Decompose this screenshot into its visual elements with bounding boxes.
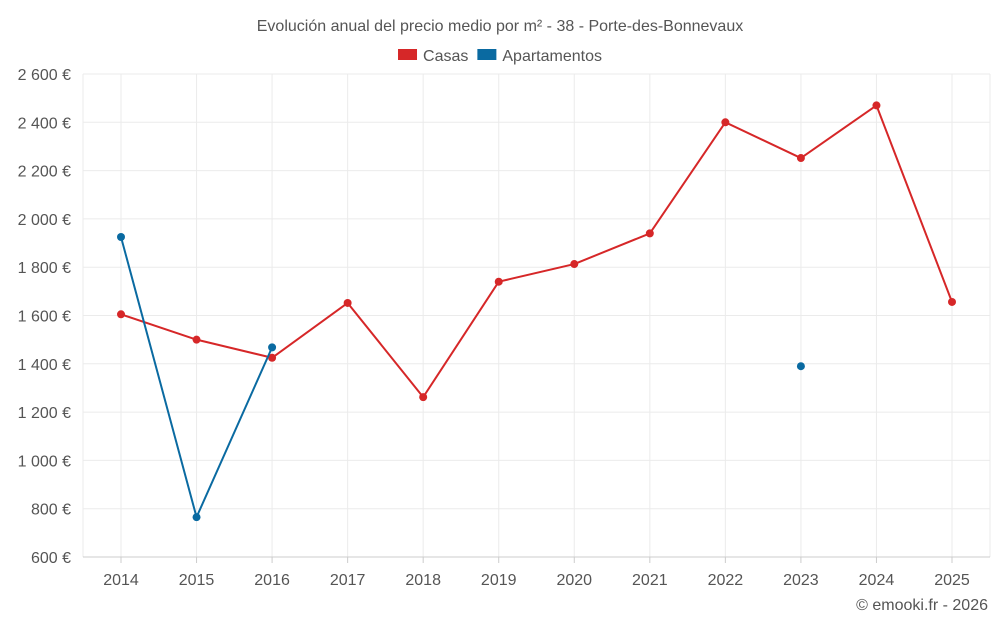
x-tick-label: 2024 <box>859 572 895 589</box>
y-tick-label: 1 200 € <box>18 405 71 422</box>
x-tick-label: 2018 <box>405 572 441 589</box>
x-tick-label: 2022 <box>708 572 744 589</box>
y-tick-label: 1 600 € <box>18 309 71 326</box>
casas-point-2016 <box>268 353 277 362</box>
x-tick-label: 2017 <box>330 572 366 589</box>
casas-point-2019 <box>494 277 503 286</box>
y-tick-label: 2 200 € <box>18 164 71 181</box>
legend-label: Apartamentos <box>502 48 602 65</box>
casas-point-2024 <box>872 101 881 110</box>
x-tick-label: 2021 <box>632 572 668 589</box>
y-tick-label: 2 400 € <box>18 115 71 132</box>
y-tick-label: 2 000 € <box>18 212 71 229</box>
series-apartamentos <box>117 233 805 522</box>
series-layer <box>117 101 956 522</box>
x-tick-label: 2016 <box>254 572 290 589</box>
apartamentos-point-2016 <box>268 343 277 352</box>
casas-point-2021 <box>645 229 654 238</box>
y-tick-label: 1 400 € <box>18 357 71 374</box>
legend-swatch <box>398 49 418 60</box>
casas-point-2015 <box>192 335 201 344</box>
x-tick-label: 2015 <box>179 572 215 589</box>
casas-point-2025 <box>948 297 956 306</box>
apartamentos-point-2014 <box>117 233 125 242</box>
y-tick-label: 1 000 € <box>18 453 71 470</box>
chart-title: Evolución anual del precio medio por m² … <box>257 18 743 35</box>
x-axis-tick-labels: 2014 2015 2016 2017 2018 2019 2020 2021 2022 2023… <box>103 572 970 589</box>
legend-swatch <box>477 49 497 60</box>
y-axis-tick-labels: 600 € 800 € 1 000 € 1 200 € 1 400 € 1 600 € 1 … <box>18 67 71 567</box>
y-tick-label: 2 600 € <box>18 67 71 84</box>
x-tick-label: 2019 <box>481 572 517 589</box>
legend-item-apartamentos[interactable]: Apartamentos <box>477 48 602 65</box>
y-tick-label: 600 € <box>31 550 71 567</box>
x-tick-label: 2025 <box>934 572 970 589</box>
chart-legend[interactable]: Casas Apartamentos <box>398 48 602 65</box>
casas-line <box>120 104 953 399</box>
casas-point-2017 <box>343 298 352 307</box>
casas-point-2018 <box>419 393 428 402</box>
x-tick-label: 2014 <box>103 572 139 589</box>
series-casas <box>117 101 956 402</box>
legend-item-casas[interactable]: Casas <box>398 48 468 65</box>
x-tick-label: 2023 <box>783 572 819 589</box>
y-tick-label: 1 800 € <box>18 260 71 277</box>
x-tick-label: 2020 <box>556 572 592 589</box>
casas-point-2020 <box>570 260 579 269</box>
casas-point-2022 <box>721 118 730 127</box>
y-tick-label: 800 € <box>31 502 71 519</box>
casas-point-2023 <box>796 154 805 163</box>
apartamentos-point-2023 <box>796 362 805 371</box>
y-gridlines <box>83 73 990 510</box>
casas-point-2014 <box>117 310 125 319</box>
credit-text: © emooki.fr - 2026 <box>856 597 988 614</box>
apartamentos-point-2015 <box>192 513 201 522</box>
legend-label: Casas <box>423 48 468 65</box>
x-gridlines <box>82 74 991 563</box>
